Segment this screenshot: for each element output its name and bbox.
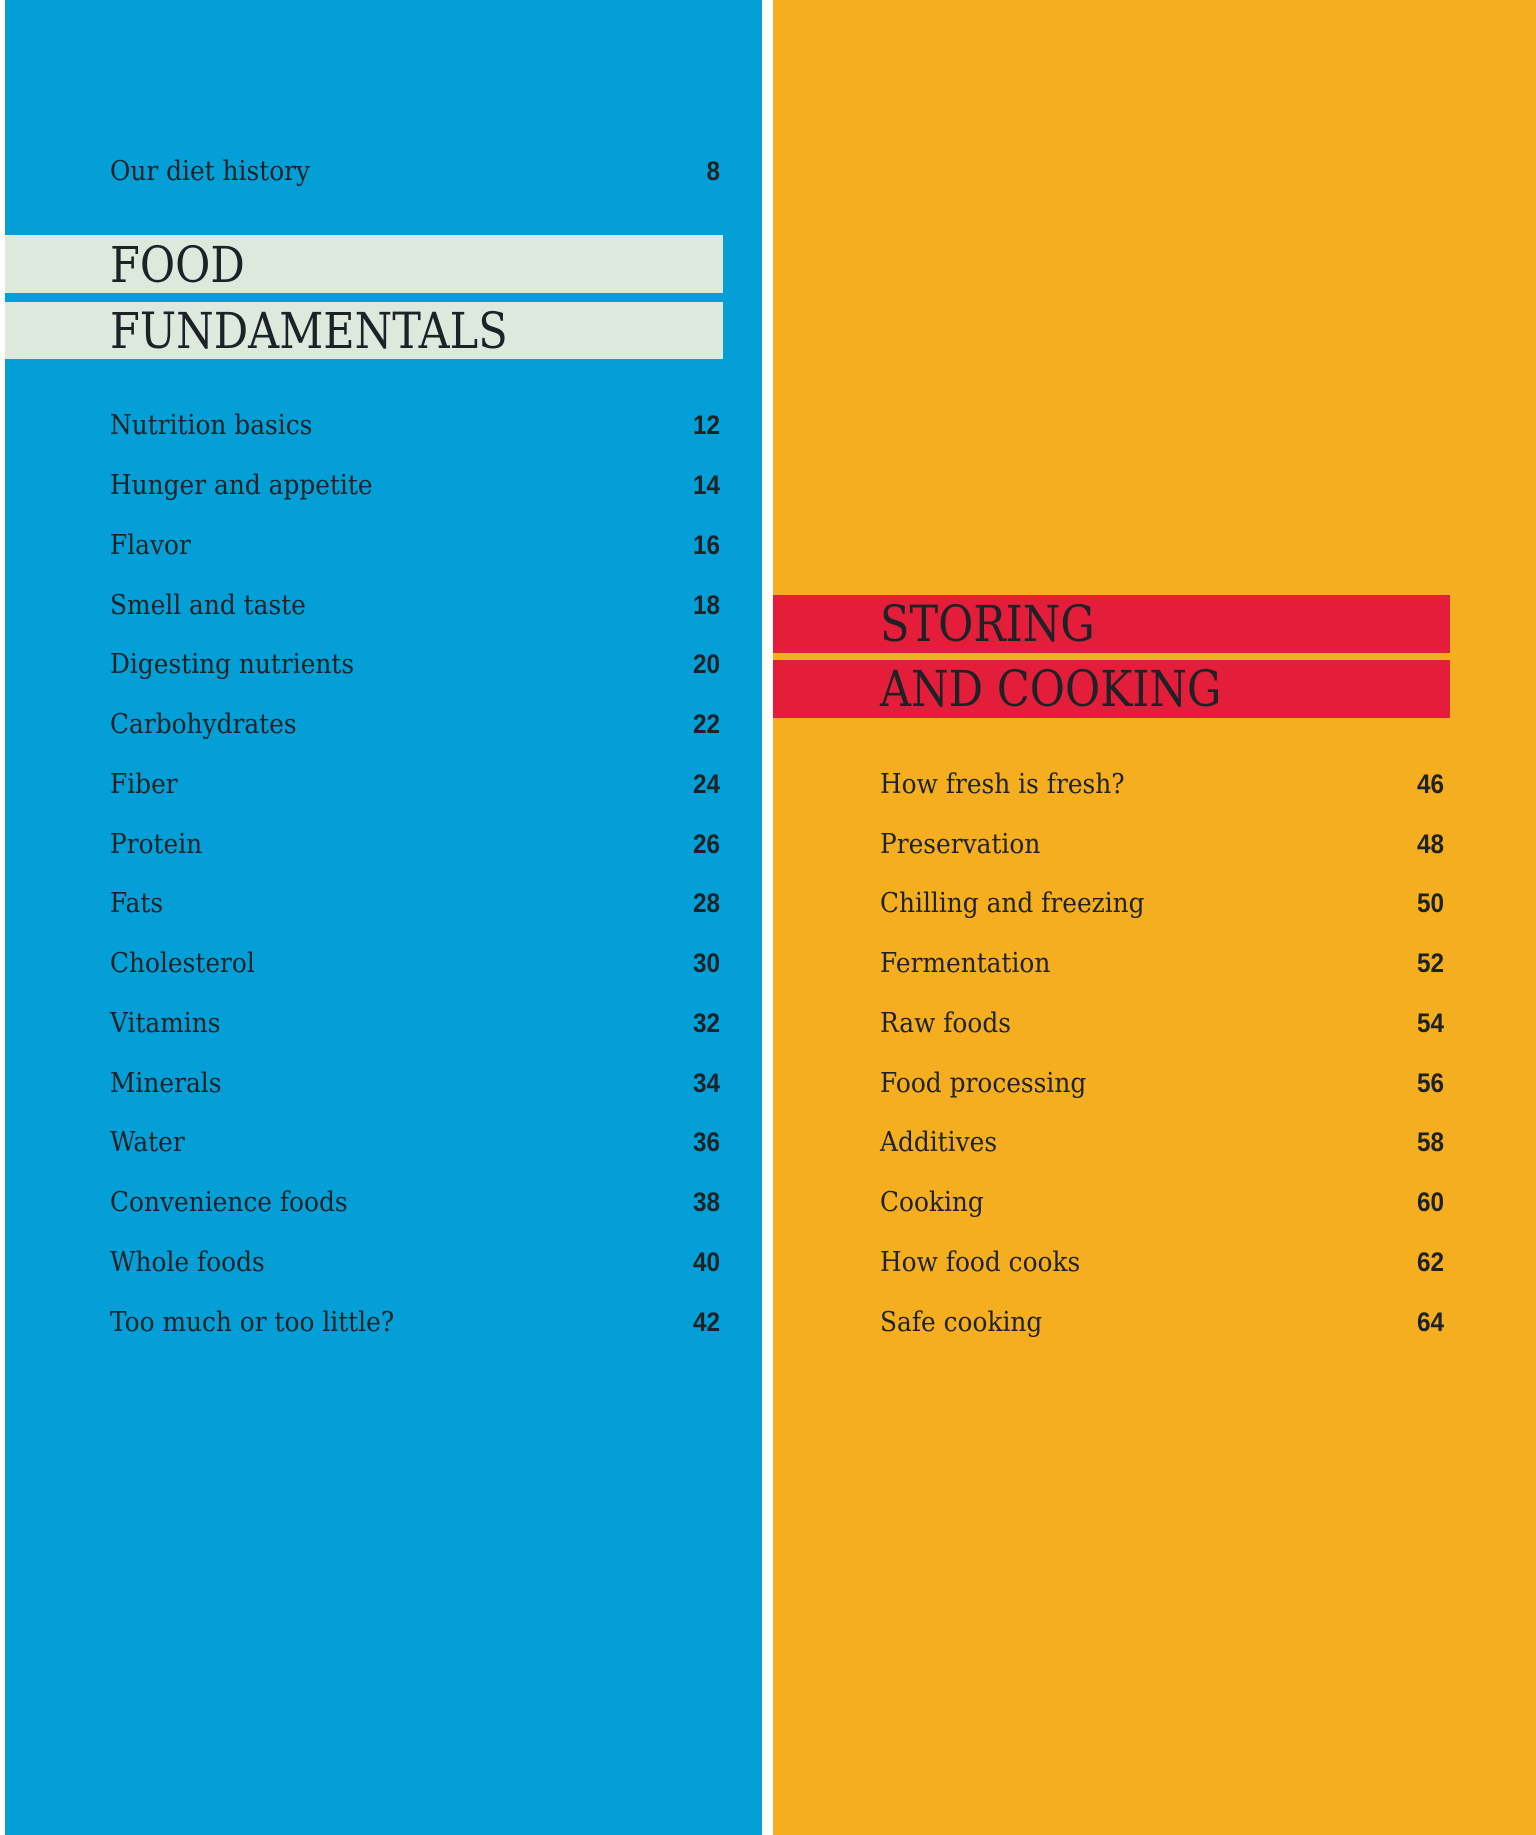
toc-entry[interactable]: Hunger and appetite 14 <box>110 465 720 505</box>
toc-entry[interactable]: Additives 58 <box>880 1122 1444 1162</box>
toc-entry-page-number: 8 <box>706 155 720 186</box>
toc-entry-title: Food processing <box>880 1067 1087 1099</box>
toc-entry-page-number: 56 <box>1416 1067 1444 1098</box>
toc-entry[interactable]: Digesting nutrients 20 <box>110 644 720 684</box>
toc-entry-title: Chilling and freezing <box>880 887 1145 919</box>
toc-entry[interactable]: Cholesterol 30 <box>110 943 720 983</box>
heading-line-1: FOOD <box>110 236 245 294</box>
toc-entry-title: Fermentation <box>880 947 1051 979</box>
right-page-panel <box>773 0 1536 1835</box>
toc-entry-title: Hunger and appetite <box>110 469 373 501</box>
toc-entry[interactable]: Chilling and freezing 50 <box>880 883 1444 923</box>
toc-entry-page-number: 18 <box>692 589 720 620</box>
toc-entry[interactable]: Fiber 24 <box>110 764 720 804</box>
toc-entry-page-number: 14 <box>692 469 720 500</box>
toc-entry-title: Water <box>110 1126 185 1158</box>
toc-entry-title: Smell and taste <box>110 589 306 621</box>
toc-entry-page-number: 50 <box>1416 887 1444 918</box>
toc-entry[interactable]: Convenience foods 38 <box>110 1182 720 1222</box>
toc-entry-page-number: 26 <box>692 828 720 859</box>
toc-entry-title: How food cooks <box>880 1246 1081 1278</box>
toc-entry-title: Digesting nutrients <box>110 648 355 680</box>
toc-entry-page-number: 40 <box>692 1246 720 1277</box>
toc-entry[interactable]: Too much or too little? 42 <box>110 1302 720 1342</box>
toc-entry-title: Minerals <box>110 1067 222 1099</box>
toc-entry-page-number: 36 <box>692 1126 720 1157</box>
toc-entry-title: Fats <box>110 887 164 919</box>
toc-entry-page-number: 24 <box>692 768 720 799</box>
toc-entry-title: How fresh is fresh? <box>880 768 1125 800</box>
toc-entry-title: Safe cooking <box>880 1306 1043 1338</box>
toc-entry-page-number: 54 <box>1416 1007 1444 1038</box>
toc-entry-title: Vitamins <box>110 1007 221 1039</box>
toc-entry-page-number: 52 <box>1416 947 1444 978</box>
toc-entry-page-number: 12 <box>692 409 720 440</box>
toc-entry[interactable]: How fresh is fresh? 46 <box>880 764 1444 804</box>
toc-entry-title: Too much or too little? <box>110 1306 395 1338</box>
toc-entry[interactable]: Water 36 <box>110 1122 720 1162</box>
toc-entry-page-number: 46 <box>1416 768 1444 799</box>
toc-entry-page-number: 42 <box>692 1306 720 1337</box>
toc-entry-page-number: 48 <box>1416 828 1444 859</box>
toc-entry[interactable]: Fermentation 52 <box>880 943 1444 983</box>
toc-entry[interactable]: Nutrition basics 12 <box>110 405 720 445</box>
heading-band-bottom <box>773 660 1450 718</box>
toc-entry-title: Our diet history <box>110 155 311 187</box>
toc-entry-page-number: 64 <box>1416 1306 1444 1337</box>
toc-entry-title: Convenience foods <box>110 1186 348 1218</box>
heading-band-bottom <box>5 302 723 359</box>
heading-band-top <box>5 235 723 293</box>
toc-entry[interactable]: Smell and taste 18 <box>110 585 720 625</box>
page-gutter-divider <box>762 0 773 1835</box>
toc-entry-title: Additives <box>880 1126 998 1158</box>
toc-entry[interactable]: Food processing 56 <box>880 1063 1444 1103</box>
toc-entry-title: Cholesterol <box>110 947 255 979</box>
toc-entry-title: Fiber <box>110 768 178 800</box>
toc-entry-page-number: 32 <box>692 1007 720 1038</box>
toc-entry-page-number: 34 <box>692 1067 720 1098</box>
toc-entry-title: Whole foods <box>110 1246 265 1278</box>
heading-band-top <box>773 595 1450 653</box>
toc-entry-page-number: 58 <box>1416 1126 1444 1157</box>
toc-entry-page-number: 28 <box>692 887 720 918</box>
toc-entry[interactable]: Cooking 60 <box>880 1182 1444 1222</box>
toc-entry[interactable]: Preservation 48 <box>880 824 1444 864</box>
toc-entry-page-number: 38 <box>692 1186 720 1217</box>
toc-entry-title: Cooking <box>880 1186 984 1218</box>
heading-line-2: FUNDAMENTALS <box>110 302 508 360</box>
toc-entry-page-number: 22 <box>692 708 720 739</box>
toc-entry-title: Flavor <box>110 529 191 561</box>
toc-entry[interactable]: Safe cooking 64 <box>880 1302 1444 1342</box>
toc-entry-page-number: 62 <box>1416 1246 1444 1277</box>
toc-entry[interactable]: Minerals 34 <box>110 1063 720 1103</box>
toc-entry-our-diet-history[interactable]: Our diet history 8 <box>110 151 720 191</box>
toc-entry-page-number: 16 <box>692 529 720 560</box>
toc-entry-title: Raw foods <box>880 1007 1011 1039</box>
toc-entry[interactable]: Protein 26 <box>110 824 720 864</box>
toc-entry[interactable]: Carbohydrates 22 <box>110 704 720 744</box>
heading-line-1: STORING <box>880 595 1095 653</box>
toc-entry[interactable]: Flavor 16 <box>110 525 720 565</box>
toc-entry-title: Carbohydrates <box>110 708 297 740</box>
toc-entry-title: Protein <box>110 828 203 860</box>
toc-entry-page-number: 20 <box>692 648 720 679</box>
toc-entry[interactable]: Raw foods 54 <box>880 1003 1444 1043</box>
heading-line-2: AND COOKING <box>880 660 1222 718</box>
toc-entry[interactable]: How food cooks 62 <box>880 1242 1444 1282</box>
toc-entry-title: Preservation <box>880 828 1041 860</box>
toc-entry-page-number: 60 <box>1416 1186 1444 1217</box>
toc-entry[interactable]: Whole foods 40 <box>110 1242 720 1282</box>
toc-entry[interactable]: Vitamins 32 <box>110 1003 720 1043</box>
toc-entry-title: Nutrition basics <box>110 409 313 441</box>
toc-entry-page-number: 30 <box>692 947 720 978</box>
toc-entry[interactable]: Fats 28 <box>110 883 720 923</box>
